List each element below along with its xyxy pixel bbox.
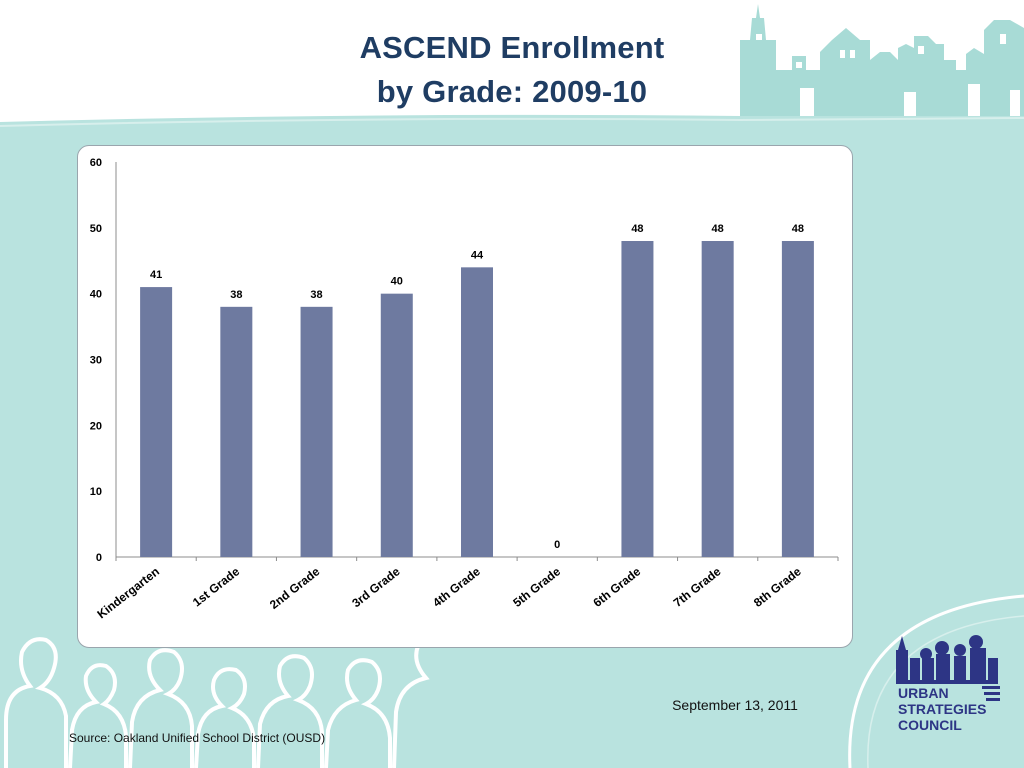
- logo-arc: [848, 594, 1024, 768]
- data-label: 41: [150, 269, 162, 281]
- title-line-2: by Grade: 2009-10: [376, 74, 648, 109]
- chart-panel: 0 10 20 30 40 50 60 41 Kindergarten 38 1st Grade 38…: [77, 145, 853, 648]
- logo-stripes: [982, 686, 1000, 701]
- data-label: 44: [471, 249, 484, 261]
- data-label: 48: [792, 223, 804, 235]
- skyline-windows: [756, 34, 1006, 116]
- y-tick-label: 30: [90, 355, 102, 367]
- data-label: 38: [230, 289, 242, 301]
- bar: [220, 306, 253, 557]
- x-tick-label: Kindergarten: [94, 564, 161, 621]
- slide-date: September 13, 2011: [672, 697, 798, 713]
- data-label: 48: [712, 223, 724, 235]
- x-tick-label: 4th Grade: [430, 564, 483, 610]
- slide-title: ASCEND Enrollment by Grade: 2009-10: [262, 26, 762, 114]
- data-label: 38: [310, 289, 322, 301]
- x-tick-label: 5th Grade: [510, 564, 563, 610]
- bar: [621, 241, 654, 557]
- data-label: 0: [554, 539, 560, 551]
- y-tick-label: 40: [90, 289, 102, 301]
- x-tick-label: 1st Grade: [190, 564, 243, 609]
- urban-strategies-council-logo: URBAN STRATEGIES COUNCIL: [896, 635, 1000, 733]
- logo-text-strategies: STRATEGIES: [898, 701, 986, 717]
- bar: [380, 293, 413, 557]
- y-tick-label: 20: [90, 420, 102, 432]
- bar: [140, 287, 173, 557]
- data-label: 40: [391, 276, 403, 288]
- y-tick-label: 10: [90, 486, 102, 498]
- y-tick-label: 60: [90, 157, 102, 169]
- bar: [300, 306, 333, 557]
- bar: [781, 241, 814, 557]
- x-tick-label: 6th Grade: [591, 564, 644, 610]
- logo-text-council: COUNCIL: [898, 717, 962, 733]
- x-tick-label: 7th Grade: [671, 564, 724, 610]
- bar-chart: 0 10 20 30 40 50 60 41 Kindergarten 38 1st Grade 38…: [90, 157, 839, 621]
- x-tick-label: 3rd Grade: [349, 564, 403, 610]
- x-tick-label: 8th Grade: [751, 564, 804, 610]
- data-label: 48: [631, 223, 643, 235]
- x-tick-label: 2nd Grade: [267, 564, 323, 612]
- y-tick-label: 0: [96, 552, 102, 564]
- y-tick-label: 50: [90, 223, 102, 235]
- title-line-1: ASCEND Enrollment: [359, 30, 665, 65]
- skyline-gaps: [800, 84, 1020, 116]
- bar: [461, 267, 493, 557]
- logo-skyline-icon: [896, 635, 998, 684]
- source-note: Source: Oakland Unified School District …: [69, 731, 326, 745]
- logo-text-urban: URBAN: [898, 685, 949, 701]
- bar: [701, 241, 734, 557]
- teal-edge-line: [0, 117, 1024, 127]
